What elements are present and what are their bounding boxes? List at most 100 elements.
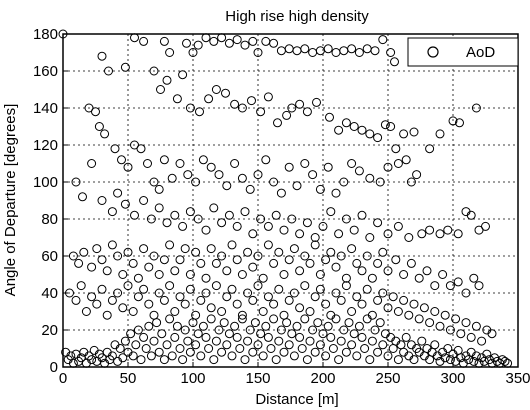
scatter-point: [295, 229, 305, 239]
scatter-point: [263, 221, 273, 231]
scatter-point: [157, 329, 167, 339]
scatter-point: [321, 351, 331, 361]
scatter-point: [326, 247, 336, 257]
scatter-point: [248, 262, 258, 272]
y-tick-label: 120: [33, 137, 58, 154]
scatter-point: [297, 344, 307, 353]
scatter-point: [230, 321, 240, 331]
scatter-point: [230, 159, 240, 168]
scatter-point: [341, 214, 351, 224]
scatter-point: [341, 118, 351, 128]
scatter-point: [347, 159, 357, 168]
scatter-point: [222, 266, 232, 276]
scatter-point: [258, 273, 268, 283]
scatter-point: [143, 159, 152, 168]
scatter-point: [274, 247, 284, 257]
scatter-point: [237, 310, 247, 320]
scatter-point: [224, 210, 234, 220]
scatter-point: [180, 244, 190, 254]
scatter-point: [289, 244, 299, 254]
scatter-point: [373, 258, 383, 268]
scatter-point: [165, 314, 175, 324]
scatter-point: [175, 292, 185, 302]
scatter-point: [312, 97, 321, 107]
scatter-point: [323, 321, 333, 331]
scatter-point: [269, 258, 279, 268]
scatter-point: [128, 351, 138, 361]
scatter-point: [383, 303, 393, 313]
scatter-point: [438, 270, 448, 279]
scatter-point: [326, 207, 336, 217]
scatter-point: [300, 44, 310, 54]
scatter-point: [227, 284, 237, 294]
scatter-point: [378, 35, 388, 45]
scatter-point: [274, 336, 284, 346]
scatter-point: [261, 155, 271, 165]
scatter-point: [414, 273, 424, 283]
scatter-point: [240, 355, 250, 365]
scatter-point: [349, 225, 359, 235]
scatter-point: [391, 255, 401, 265]
scatter-point: [102, 310, 112, 320]
scatter-point: [136, 144, 146, 154]
scatter-point: [455, 118, 464, 128]
scatter-point: [404, 310, 414, 320]
scatter-point: [243, 288, 253, 298]
scatter-point: [344, 318, 354, 328]
scatter-point: [417, 336, 427, 346]
scatter-point: [354, 321, 364, 331]
scatter-point: [315, 284, 325, 294]
scatter-point: [487, 329, 497, 339]
scatter-point: [165, 48, 175, 57]
scatter-point: [87, 262, 97, 272]
scatter-point: [131, 340, 141, 350]
scatter-point: [149, 177, 159, 187]
legend-box: [407, 37, 519, 67]
y-tick-label: 0: [50, 359, 58, 376]
scatter-point: [139, 284, 149, 294]
scatter-point: [104, 66, 113, 76]
scatter-point: [185, 207, 195, 217]
scatter-point: [305, 336, 315, 346]
scatter-point: [248, 229, 258, 239]
scatter-point: [180, 299, 190, 309]
scatter-point: [159, 295, 169, 305]
scatter-point: [295, 266, 305, 276]
scatter-point: [425, 144, 435, 154]
scatter-point: [178, 70, 188, 80]
scatter-point: [300, 251, 310, 261]
scatter-point: [357, 299, 367, 309]
scatter-point: [323, 162, 333, 172]
scatter-point: [170, 266, 180, 276]
scatter-point: [195, 107, 204, 117]
scatter-point: [139, 244, 149, 254]
scatter-point: [152, 318, 162, 328]
scatter-point: [206, 244, 216, 254]
x-tick-label: 50: [120, 370, 137, 387]
scatter-point: [352, 258, 362, 268]
scatter-point: [263, 332, 273, 342]
scatter-point: [481, 221, 490, 231]
scatter-point: [154, 203, 164, 213]
scatter-point: [445, 355, 455, 365]
scatter-point: [443, 344, 453, 353]
scatter-point: [222, 181, 232, 191]
scatter-point: [128, 307, 138, 316]
x-axis-title: Distance [m]: [255, 391, 338, 408]
scatter-point: [188, 48, 198, 57]
scatter-point: [128, 258, 138, 268]
scatter-point: [224, 38, 234, 48]
scatter-point: [269, 299, 279, 309]
scatter-point: [357, 210, 367, 220]
x-tick-label: 350: [505, 370, 530, 387]
scatter-point: [279, 270, 289, 279]
scatter-point: [74, 258, 84, 268]
scatter-point: [386, 122, 396, 131]
scatter-point: [97, 51, 107, 61]
scatter-point: [206, 303, 216, 313]
scatter-point: [263, 92, 273, 102]
scatter-point: [115, 344, 125, 353]
scatter-point: [466, 332, 476, 342]
scatter-point: [453, 277, 463, 287]
x-tick-label: 250: [375, 370, 400, 387]
